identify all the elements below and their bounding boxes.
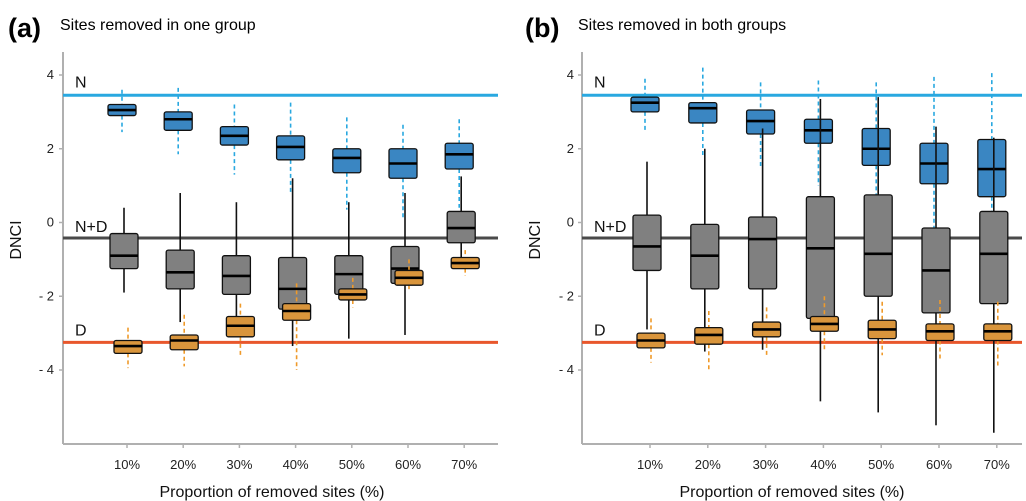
y-tick-label: - 2 [559,288,574,303]
box-nplusd [632,214,662,272]
panel-b-title: Sites removed in both groups [578,17,786,34]
x-tick-label: 50% [339,457,365,472]
x-tick-label: 50% [868,457,894,472]
reference-line-label: N+D [594,219,626,236]
reference-line-label: N+D [75,219,107,236]
box-n [688,102,718,124]
y-tick-label: 4 [567,67,574,82]
y-tick-label: - 4 [559,362,574,377]
panel-a-label: (a) [8,13,41,43]
panel-b-label: (b) [525,13,559,43]
x-tick-label: 30% [226,457,252,472]
x-tick-label: 70% [451,457,477,472]
x-tick-label: 40% [283,457,309,472]
y-tick-label: 2 [47,141,54,156]
reference-line-label: D [594,322,606,339]
panel-b: (b) Sites removed in both groups Proport… [525,13,1022,501]
box-nplusd [747,216,778,290]
y-tick-label: - 4 [39,362,54,377]
box-n [444,142,474,170]
x-tick-label: 10% [114,457,140,472]
panel-a-ylabel: DNCI [8,220,25,259]
x-tick-label: 20% [695,457,721,472]
x-tick-label: 60% [926,457,952,472]
y-tick-label: - 2 [39,288,54,303]
x-tick-label: 70% [984,457,1010,472]
box-n [861,127,891,166]
box-nplusd [979,210,1009,305]
x-tick-label: 10% [637,457,663,472]
box-n [332,148,362,174]
box-nplusd [165,249,195,290]
panel-a-xlabel: Proportion of removed sites (%) [160,484,385,501]
reference-line-label: N [594,74,606,91]
box-nplusd [863,194,893,297]
y-tick-label: 0 [567,215,574,230]
box-n [163,111,193,131]
x-tick-label: 20% [170,457,196,472]
box-nplusd [109,232,139,270]
panel-b-xlabel: Proportion of removed sites (%) [680,484,905,501]
y-tick-label: 0 [47,215,54,230]
reference-line-label: N [75,74,87,91]
panel-a: (a) Sites removed in one group Proportio… [8,13,498,501]
x-tick-label: 40% [810,457,836,472]
box-d [169,334,199,351]
y-tick-label: 2 [567,141,574,156]
x-tick-label: 60% [395,457,421,472]
panel-b-ylabel: DNCI [527,220,544,259]
box-nplusd [277,256,308,310]
x-tick-label: 30% [753,457,779,472]
reference-line-label: D [75,322,87,339]
box-n [630,96,660,113]
y-tick-label: 4 [47,67,54,82]
panel-a-title: Sites removed in one group [60,17,256,34]
box-nplusd [805,196,836,320]
